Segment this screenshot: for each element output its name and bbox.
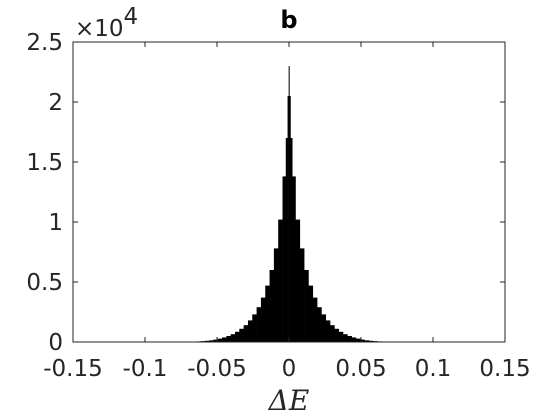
- histogram-bar: [321, 314, 327, 342]
- histogram-bar: [252, 314, 257, 342]
- histogram-bar: [299, 248, 305, 342]
- histogram-bar: [295, 219, 301, 342]
- y-tick-label: 0.5: [26, 270, 63, 296]
- histogram-bar: [226, 336, 231, 342]
- histogram-bar: [265, 285, 270, 342]
- histogram-bar: [282, 176, 287, 342]
- histogram-bar: [347, 336, 352, 342]
- histogram-bar: [351, 337, 357, 342]
- histogram-bar: [204, 340, 210, 342]
- x-tick-label: -0.05: [187, 356, 247, 382]
- histogram-bar: [287, 96, 289, 342]
- y-tick-label: 2.5: [26, 30, 63, 56]
- histogram-bar: [334, 328, 339, 342]
- histogram-bar: [338, 331, 344, 342]
- histogram-bar: [285, 138, 288, 342]
- x-tick-label: 0: [282, 356, 297, 382]
- histogram-bar: [243, 325, 249, 342]
- histogram-bar: [213, 339, 219, 342]
- histogram-bar: [230, 334, 236, 342]
- histogram-bar: [288, 66, 290, 342]
- histogram-bar: [325, 320, 331, 342]
- histogram-bar: [364, 340, 370, 342]
- histogram-bar: [278, 219, 283, 342]
- histogram-bar: [273, 248, 279, 342]
- y-tick-label: 0: [48, 330, 63, 356]
- histogram-bar: [289, 96, 291, 342]
- histogram-bar: [239, 328, 244, 342]
- histogram-bar: [312, 297, 318, 342]
- histogram-bar: [317, 307, 322, 342]
- y-axis-ticks: 0 0.5 1 1.5 2 2.5: [26, 30, 505, 356]
- histogram-bar: [222, 337, 227, 342]
- histogram-bar: [260, 297, 266, 342]
- histogram-bar: [290, 138, 293, 342]
- x-tick-label: -0.15: [43, 356, 103, 382]
- histogram-bar: [217, 338, 223, 342]
- histogram-bar: [304, 270, 309, 342]
- histogram-bars: [187, 66, 391, 342]
- histogram-bar: [209, 340, 214, 342]
- histogram-bar: [269, 270, 275, 342]
- y-tick-label: 2: [48, 90, 63, 116]
- y-tick-label: 1.5: [26, 150, 63, 176]
- histogram-bar: [368, 340, 374, 342]
- y-multiplier-exponent: 4: [124, 4, 139, 30]
- histogram-bar: [247, 320, 253, 342]
- x-axis-ticks: -0.15 -0.1 -0.05 0 0.05 0.1 0.15: [43, 42, 531, 382]
- x-tick-label: -0.1: [123, 356, 168, 382]
- x-tick-label: 0.15: [479, 356, 530, 382]
- x-tick-label: 0.05: [335, 356, 386, 382]
- histogram-bar: [292, 176, 296, 342]
- histogram-bar: [343, 334, 348, 342]
- y-axis-multiplier: ×104: [75, 4, 138, 42]
- y-tick-label: 1: [48, 210, 63, 236]
- x-tick-label: 0.1: [415, 356, 452, 382]
- histogram-bar: [330, 325, 335, 342]
- histogram-bar: [256, 307, 262, 342]
- histogram-bar: [308, 285, 314, 342]
- histogram-bar: [360, 339, 365, 342]
- histogram-bar: [235, 331, 240, 342]
- histogram-bar: [355, 338, 361, 342]
- x-axis-label: ΔE: [268, 384, 310, 417]
- y-multiplier-base: ×10: [75, 16, 124, 42]
- chart-title: b: [280, 6, 297, 34]
